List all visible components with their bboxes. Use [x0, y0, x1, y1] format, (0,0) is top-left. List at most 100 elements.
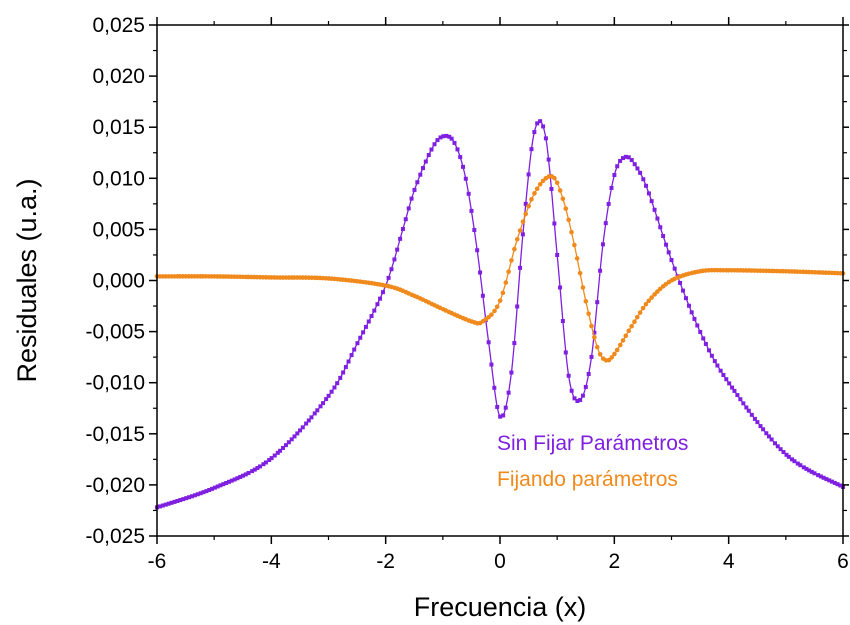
- data-point: [392, 257, 397, 262]
- data-point: [426, 153, 431, 158]
- y-axis-title: Residuales (u.a.): [12, 178, 42, 382]
- data-point: [517, 228, 523, 233]
- data-point: [363, 324, 368, 329]
- axis-ticks: [149, 17, 849, 544]
- y-tick-label: -0,005: [85, 321, 145, 344]
- data-point: [580, 393, 585, 398]
- y-tick-label: 0,020: [92, 65, 145, 88]
- data-point: [560, 319, 565, 324]
- data-point: [324, 397, 329, 402]
- data-point: [204, 489, 209, 494]
- data-point: [187, 495, 192, 500]
- data-point: [304, 421, 309, 426]
- data-point: [403, 217, 408, 222]
- data-point: [594, 344, 600, 350]
- data-point: [529, 197, 534, 202]
- data-point: [492, 385, 497, 390]
- data-point: [749, 412, 754, 417]
- data-point: [192, 493, 197, 498]
- data-point: [558, 285, 563, 290]
- data-point: [509, 258, 514, 263]
- data-point: [478, 270, 483, 275]
- data-point: [332, 385, 337, 390]
- data-point: [441, 134, 446, 139]
- data-point: [824, 477, 829, 482]
- data-point: [494, 304, 500, 310]
- data-point: [361, 330, 366, 335]
- data-point: [715, 363, 720, 368]
- x-tick-label: 0: [494, 550, 506, 573]
- data-point: [486, 340, 491, 345]
- data-point: [201, 490, 206, 495]
- data-point: [184, 496, 189, 501]
- data-point: [792, 459, 797, 464]
- data-point: [629, 323, 634, 329]
- data-point: [218, 483, 223, 488]
- data-point: [578, 397, 583, 402]
- data-point: [532, 130, 537, 135]
- data-point: [606, 201, 611, 206]
- data-point: [372, 308, 377, 313]
- data-point: [475, 248, 480, 253]
- data-point: [163, 502, 168, 507]
- data-point: [801, 465, 806, 470]
- data-point: [552, 221, 557, 226]
- series-0: [155, 119, 845, 510]
- data-point: [178, 498, 183, 503]
- data-point: [172, 499, 177, 504]
- data-point: [523, 201, 528, 206]
- data-point: [612, 351, 617, 357]
- data-point: [241, 473, 246, 478]
- data-point: [549, 186, 554, 191]
- data-point: [389, 267, 394, 272]
- data-point: [595, 300, 600, 305]
- data-point: [638, 170, 643, 175]
- data-point: [329, 389, 334, 394]
- y-tick-label: -0,020: [85, 474, 145, 497]
- data-point: [418, 172, 423, 177]
- data-point: [421, 166, 426, 171]
- data-point: [552, 175, 557, 181]
- data-point: [318, 404, 323, 409]
- data-point: [321, 401, 326, 406]
- data-point: [343, 365, 348, 370]
- data-point: [523, 211, 529, 217]
- data-point: [669, 258, 674, 263]
- data-point: [655, 216, 660, 221]
- data-point: [663, 281, 669, 287]
- data-point: [637, 310, 643, 315]
- data-point: [758, 424, 763, 429]
- data-point: [181, 497, 186, 502]
- x-tick-label: 2: [608, 550, 620, 573]
- data-point: [369, 314, 374, 319]
- data-point: [798, 463, 803, 468]
- data-point: [444, 133, 449, 138]
- data-point: [615, 164, 620, 169]
- data-point: [703, 341, 708, 346]
- data-point: [838, 483, 843, 488]
- legend-entry-sin-fijar: Sin Fijar Parámetros: [497, 432, 688, 455]
- data-point: [472, 228, 477, 233]
- data-point: [283, 443, 288, 448]
- data-point: [557, 188, 563, 193]
- data-point: [712, 359, 717, 364]
- data-point: [730, 385, 735, 390]
- series-1: [154, 173, 846, 363]
- data-point: [649, 295, 654, 300]
- data-point: [429, 147, 434, 152]
- data-point: [603, 221, 608, 226]
- data-point: [623, 333, 629, 339]
- data-point: [646, 298, 652, 304]
- data-point: [652, 207, 657, 212]
- data-point: [461, 164, 466, 169]
- data-point: [755, 420, 760, 425]
- data-point: [626, 155, 631, 160]
- tick-labels: -6 -4 -2 0 2 4 6 -0,025 -0,020 -0,015 -0,010 -0,005…: [85, 14, 848, 573]
- data-point: [341, 370, 346, 375]
- data-point: [415, 180, 420, 185]
- data-point: [641, 177, 646, 182]
- data-point: [621, 156, 626, 161]
- data-point: [452, 140, 457, 145]
- data-point: [563, 350, 568, 355]
